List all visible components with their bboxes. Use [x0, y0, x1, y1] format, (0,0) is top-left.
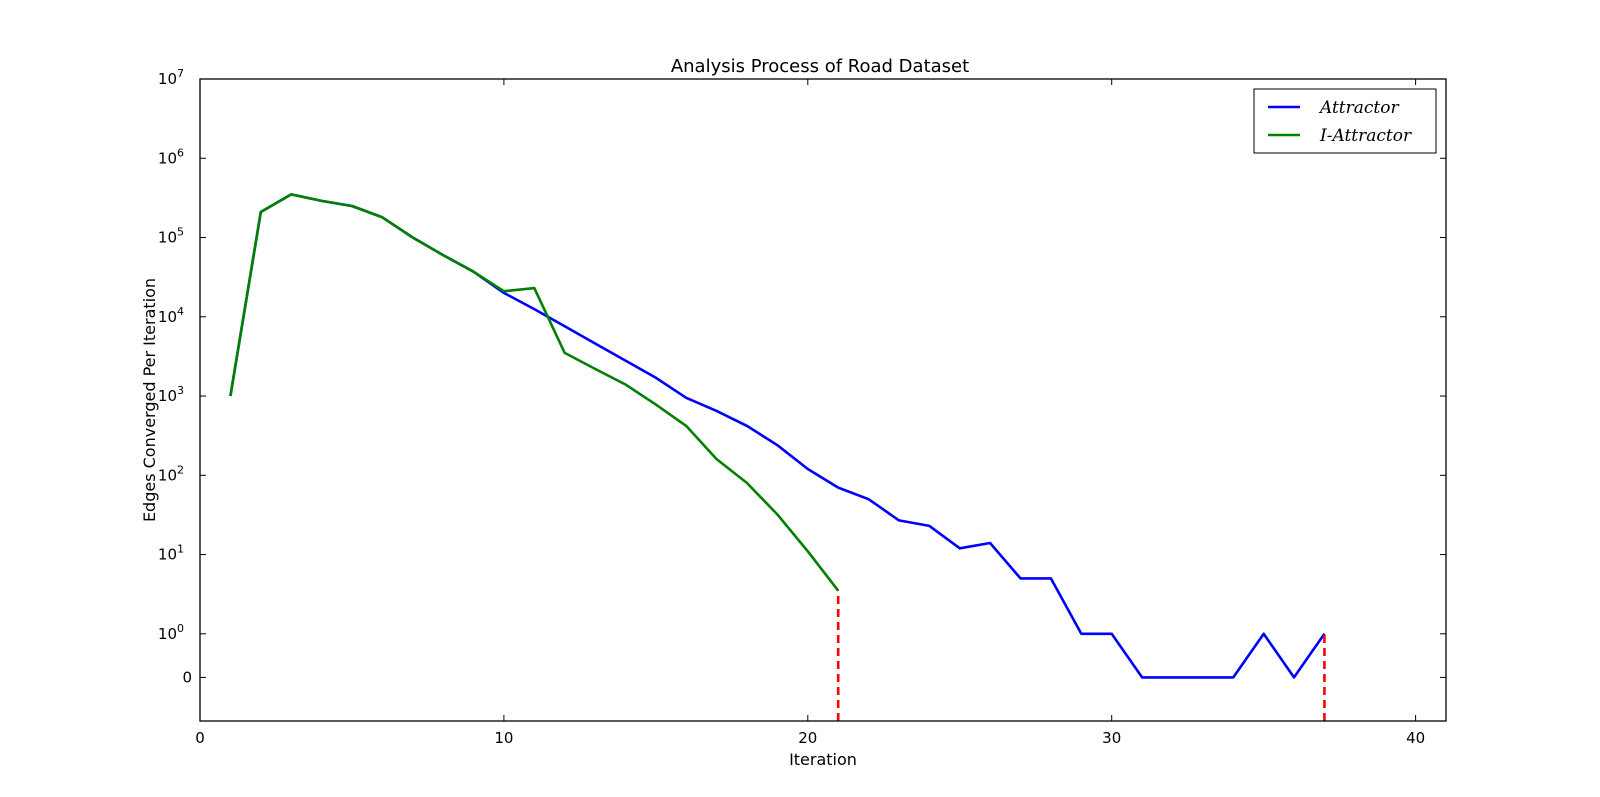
- y-tick-label-0: 0: [182, 668, 192, 686]
- plot-marks: [229, 193, 1326, 721]
- y-tick-label-2: 101: [158, 543, 184, 564]
- series-line-0: [229, 193, 1326, 679]
- y-axis: 0 100 101 102 103 104 105 106 107: [158, 67, 1446, 686]
- x-tick-label-2: 20: [798, 729, 817, 747]
- x-axis: 0 10 20 30 40: [195, 79, 1425, 747]
- x-axis-label: Iteration: [789, 750, 857, 769]
- y-tick-label-5: 104: [158, 305, 184, 326]
- x-tick-label-1: 10: [494, 729, 513, 747]
- y-axis-label: Edges Converged Per Iteration: [140, 278, 159, 522]
- y-tick-label-8: 107: [158, 67, 184, 88]
- y-tick-label-6: 105: [158, 226, 184, 247]
- chart-title: Analysis Process of Road Dataset: [671, 56, 969, 77]
- legend-label-1: I-Attractor: [1319, 126, 1412, 146]
- series-line-1: [229, 193, 840, 592]
- y-tick-label-3: 102: [158, 463, 184, 484]
- legend: Attractor I-Attractor: [1253, 88, 1437, 154]
- x-tick-label-0: 0: [195, 729, 205, 747]
- y-tick-label-7: 106: [158, 146, 184, 167]
- y-tick-label-1: 100: [158, 622, 184, 643]
- x-tick-label-3: 30: [1102, 729, 1121, 747]
- plot-frame: [199, 78, 1447, 722]
- y-tick-label-4: 103: [158, 384, 184, 405]
- legend-label-0: Attractor: [1318, 98, 1399, 118]
- legend-box: [1253, 88, 1437, 154]
- x-tick-label-4: 40: [1406, 729, 1425, 747]
